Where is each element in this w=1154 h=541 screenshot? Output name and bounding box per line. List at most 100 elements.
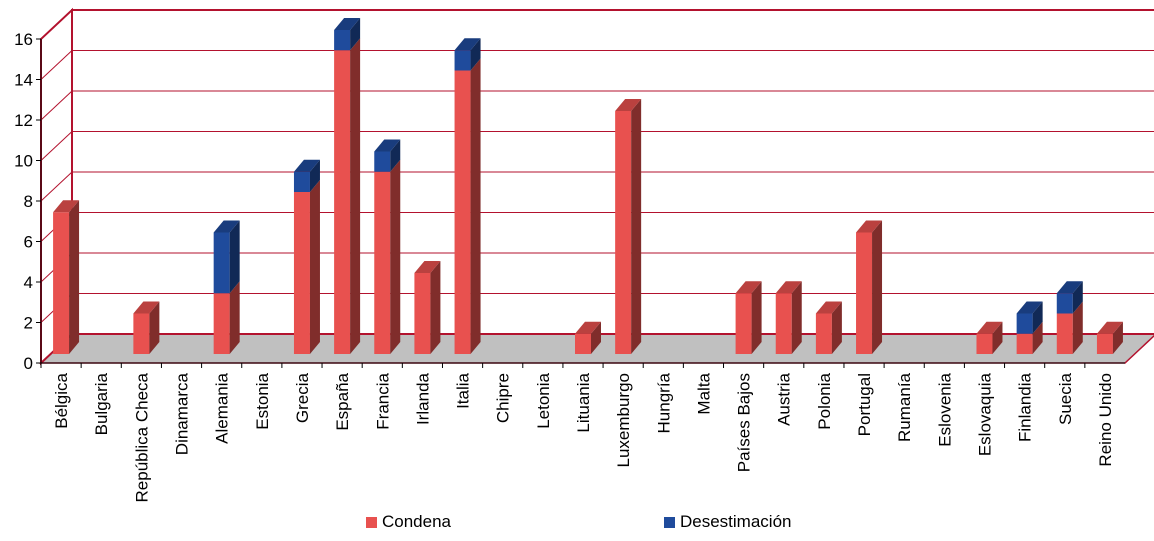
gridline-side [40, 131, 73, 161]
bar-side [350, 38, 361, 354]
x-tick-label: Grecia [293, 372, 312, 423]
bar-side [390, 139, 401, 172]
legend-label-condena: Condena [382, 512, 452, 531]
bar-segment [454, 50, 471, 71]
bar-side [390, 159, 401, 354]
legend-item-desestimacion: Desestimación [664, 512, 792, 532]
bar-top [133, 301, 160, 314]
bar-side [791, 281, 802, 354]
x-tick-label: Lituania [574, 372, 593, 432]
x-tick-label: Irlanda [413, 372, 432, 425]
bar-segment [374, 151, 391, 172]
x-tick-label: Austria [775, 372, 794, 425]
bar-segment [334, 30, 351, 51]
bar-side [1032, 301, 1043, 334]
bar-segment [615, 111, 632, 354]
bar-segment [213, 293, 230, 354]
bar-segment [454, 70, 471, 354]
bar-segment [1056, 293, 1073, 314]
bar-top [575, 321, 601, 334]
bar-top [414, 261, 441, 273]
x-tick-label: Dinamarca [173, 372, 192, 455]
x-tick-label: Países Bajos [735, 373, 754, 472]
bar-top [454, 38, 481, 51]
y-tick-label: 16 [14, 30, 33, 49]
x-tick-label: Portugal [855, 373, 874, 436]
x-tick-label: Italia [454, 372, 473, 408]
bar-segment [293, 192, 310, 354]
x-tick-label: Eslovaquia [975, 372, 994, 456]
x-tick-label: Estonia [253, 372, 272, 429]
x-tick-label: Bulgaria [92, 372, 111, 435]
x-tick-label: Letonia [534, 372, 553, 428]
x-tick-label: Finlandia [1016, 372, 1035, 442]
x-tick-label: Alemania [213, 372, 232, 443]
bar-segment [735, 293, 752, 354]
bar-top [615, 99, 642, 111]
bar-top [815, 301, 842, 314]
x-tick-label: Eslovenia [935, 372, 954, 446]
x-tick-label: Rumanía [895, 372, 914, 442]
legend-swatch-condena [366, 516, 377, 528]
x-tick-label: España [333, 372, 352, 430]
bar-top [213, 220, 240, 233]
bar-side [149, 301, 160, 354]
x-tick-label: Francia [373, 372, 392, 429]
bar-side [69, 200, 80, 354]
bar-top [1096, 321, 1123, 334]
bar-segment [53, 212, 70, 354]
bar-top [775, 281, 802, 294]
bar-side [751, 281, 762, 354]
gridline-side [40, 50, 73, 80]
bar-segment [1056, 313, 1073, 354]
bar-segment [414, 273, 431, 354]
bar-segment [293, 171, 310, 192]
bar-top [1016, 301, 1043, 314]
legend-item-condena: Condena [366, 512, 451, 532]
y-tick-label: 6 [24, 233, 33, 252]
bar-segment [856, 232, 873, 354]
legend-swatch-desestimacion [664, 516, 675, 528]
y-tick-label: 14 [14, 71, 33, 90]
x-tick-label: Polonia [815, 372, 834, 429]
gridline-side [40, 90, 73, 121]
bar-top [53, 200, 80, 213]
bar-top [374, 139, 401, 152]
x-tick-label: República Checa [132, 372, 151, 502]
bar-side [350, 18, 361, 51]
bar-side [470, 38, 481, 71]
y-tick-label: 12 [14, 111, 33, 130]
bar-side [430, 261, 441, 354]
bar-side [591, 321, 601, 354]
bar-side [992, 321, 1003, 354]
x-tick-label: Malta [694, 372, 713, 414]
legend-label-desestimacion: Desestimación [680, 512, 792, 531]
bar-segment [374, 171, 391, 354]
bar-segment [1096, 333, 1113, 354]
y-tick-label: 8 [24, 192, 33, 211]
x-tick-label: Suecia [1056, 372, 1075, 425]
bar-side [1032, 321, 1043, 354]
bar-segment [575, 333, 591, 354]
bar-side [229, 281, 240, 354]
bar-side [1112, 321, 1123, 354]
bar-segment [334, 50, 351, 354]
bar-segment [133, 313, 150, 354]
bar-side [1072, 281, 1083, 314]
bar-side [1072, 301, 1083, 354]
bar-side [309, 180, 320, 354]
bar-top [856, 220, 883, 233]
y-tick-label: 4 [24, 273, 33, 292]
bar-segment [1016, 313, 1033, 334]
x-tick-label: Hungría [654, 372, 673, 433]
y-tick-label: 10 [14, 152, 33, 171]
bar-segment [775, 293, 792, 354]
bar-segment [976, 333, 993, 354]
x-tick-label: Chipre [494, 373, 513, 423]
x-tick-label: Reino Unido [1096, 373, 1115, 467]
gridline-side [40, 9, 73, 40]
y-tick-label: 0 [24, 354, 33, 373]
bar-segment [815, 313, 832, 354]
y-tick-label: 2 [24, 314, 33, 333]
